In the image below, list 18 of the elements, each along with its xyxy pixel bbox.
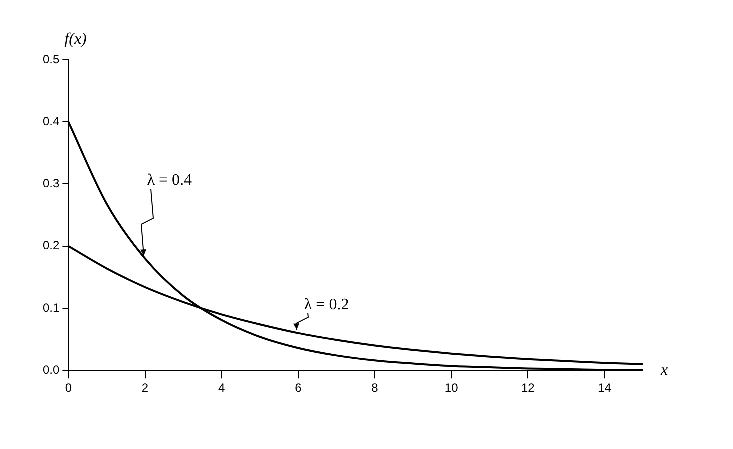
y-tick-label: 0.1: [42, 300, 60, 315]
x-tick-label: 2: [142, 381, 149, 396]
x-tick-label: 4: [218, 381, 226, 396]
y-tick-label: 0.4: [42, 114, 60, 128]
y-axis-title: f(x): [64, 31, 87, 48]
x-tick-label: 0: [65, 381, 72, 396]
x-tick-label: 12: [521, 381, 536, 396]
x-tick-label: 14: [598, 381, 612, 396]
y-tick-label: 0.0: [42, 362, 60, 377]
y-tick-label: 0.5: [42, 52, 60, 66]
y-tick-label: 0.3: [42, 176, 60, 191]
x-tick-label: 10: [444, 381, 459, 396]
x-tick-label: 6: [295, 381, 302, 396]
text: λ = 0.4: [147, 172, 192, 189]
series-label: λ = 0.2: [304, 296, 350, 314]
x-axis-title: x: [660, 362, 668, 379]
x-tick-label: 8: [372, 381, 379, 396]
y-tick-label: 0.2: [42, 238, 60, 253]
